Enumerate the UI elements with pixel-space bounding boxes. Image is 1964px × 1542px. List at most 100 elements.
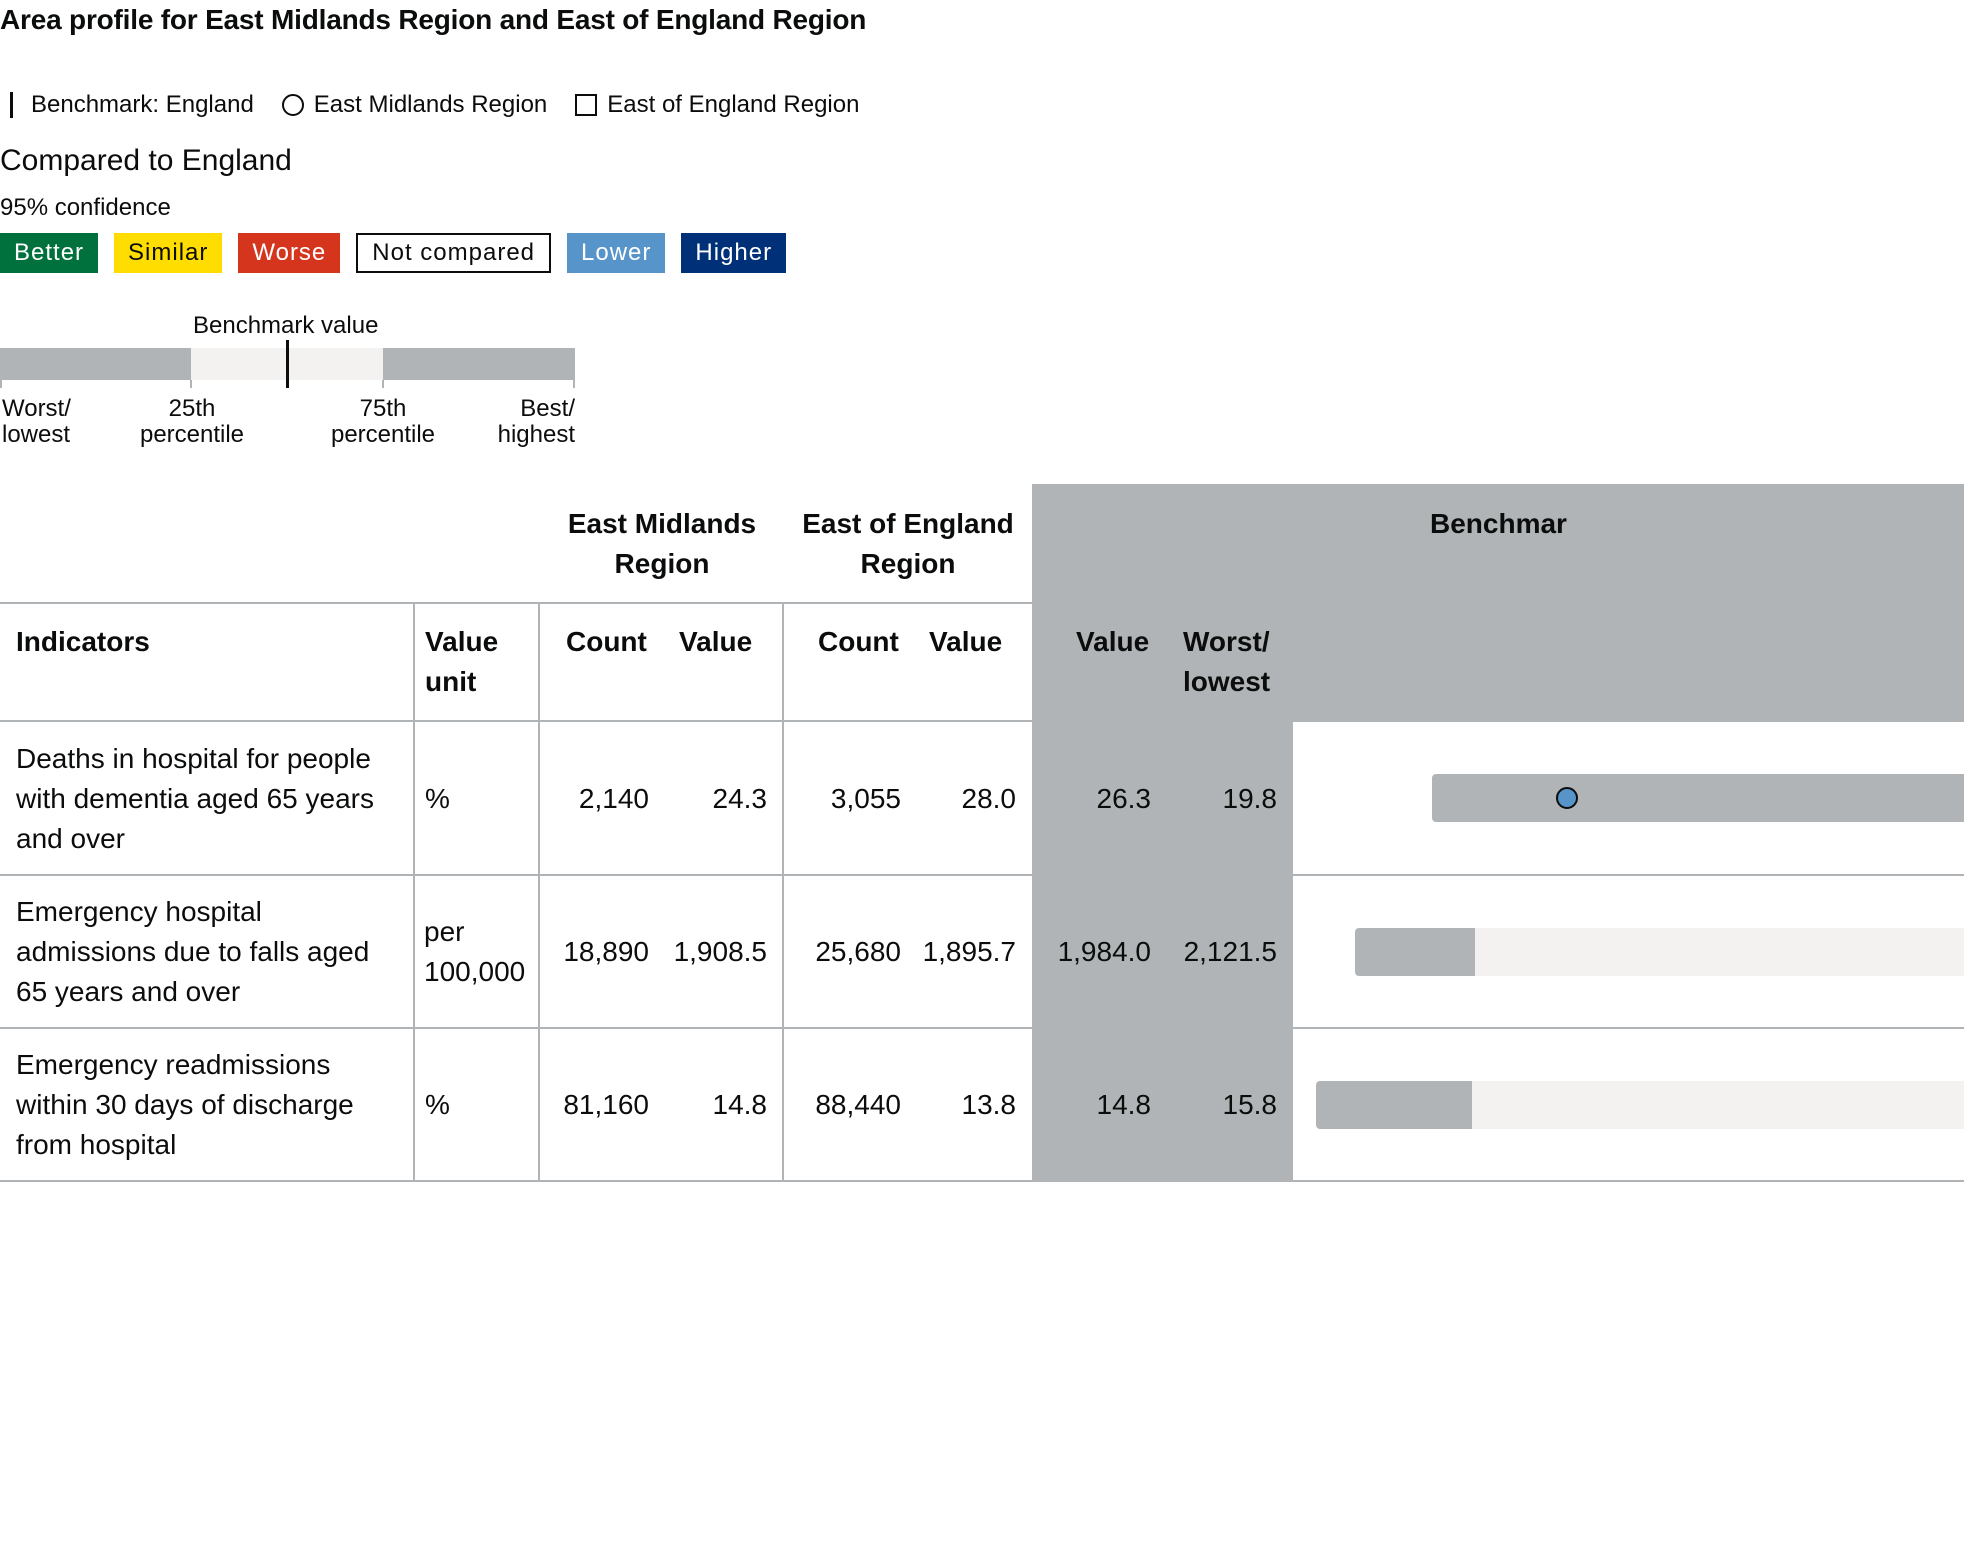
square-marker-icon [575, 94, 598, 116]
value-unit: % [425, 1089, 450, 1120]
group-header-area2: East of England Region [784, 504, 1032, 584]
indicator-name: Deaths in hospital for people with demen… [16, 739, 374, 859]
scale-label-line: Best/ [520, 395, 575, 422]
col-header-value-unit: Value unit [425, 622, 498, 702]
indicator-line: within 30 days of discharge [16, 1089, 354, 1120]
scale-label-line: percentile [139, 421, 245, 448]
table-rule [782, 602, 784, 1182]
benchmark-line-icon [10, 92, 13, 118]
scale-segment-lower [0, 348, 191, 380]
unit-line: per [424, 916, 465, 947]
scale-tick [0, 380, 2, 388]
indicator-line: from hospital [16, 1129, 177, 1160]
benchmark-value: 14.8 [1096, 1089, 1152, 1120]
header-line: Value [425, 626, 499, 657]
area1-count: 81,160 [563, 1089, 649, 1120]
area2-count: 3,055 [830, 783, 901, 814]
group-header-benchmark: Benchmar [1430, 508, 1567, 539]
scale-tick [190, 380, 192, 388]
badge-better: Better [0, 233, 99, 273]
area1-count: 18,890 [563, 936, 649, 967]
scale-label-p25: 25th percentile [136, 396, 248, 448]
compared-heading: Compared to England [0, 144, 292, 177]
scale-label-line: highest [497, 421, 575, 448]
scale-label-worst: Worst/ lowest [2, 396, 71, 448]
confidence-label: 95% confidence [0, 194, 171, 221]
benchmark-value-label: Benchmark value [193, 312, 379, 339]
col-header-benchmark-value: Value [1076, 626, 1150, 657]
indicator-table: East Midlands Region East of England Reg… [0, 484, 1964, 1184]
badge-similar: Similar [114, 233, 223, 273]
worst-lowest-value: 2,121.5 [1183, 936, 1277, 967]
col-header-worst-lowest: Worst/ lowest [1183, 622, 1270, 702]
col-header-area1-value: Value [679, 626, 753, 657]
legend-benchmark: Benchmark: England [31, 91, 254, 118]
legend-area2: East of England Region [607, 91, 860, 118]
value-unit: per 100,000 [424, 912, 525, 992]
benchmark-header-bg [1032, 484, 1964, 722]
scale-label-line: 75th [359, 395, 407, 422]
area1-value: 24.3 [712, 783, 768, 814]
table-rule [0, 874, 1964, 876]
scale-label-line: 25th [168, 395, 216, 422]
spine-chart-bar-middle [1472, 1081, 1964, 1129]
area2-count: 25,680 [815, 936, 901, 967]
table-rule [0, 602, 1032, 604]
scale-label-p75: 75th percentile [327, 396, 439, 448]
spine-chart-bar-lower [1316, 1081, 1472, 1129]
area2-count: 88,440 [815, 1089, 901, 1120]
spine-chart-bar-middle [1475, 928, 1964, 976]
col-header-indicators: Indicators [16, 626, 150, 657]
header-line: Region [614, 548, 710, 579]
scale-segment-upper [383, 348, 575, 380]
indicator-line: and over [16, 823, 125, 854]
col-header-area2-value: Value [929, 626, 1003, 657]
area1-value: 14.8 [712, 1089, 768, 1120]
indicator-line: admissions due to falls aged [16, 936, 370, 967]
area2-value: 1,895.7 [922, 936, 1016, 967]
scale-label-line: Worst/ [2, 395, 71, 422]
area1-value: 1,908.5 [673, 936, 767, 967]
indicator-line: Emergency hospital [16, 896, 262, 927]
area-legend: Benchmark: England East Midlands Region … [0, 88, 859, 122]
indicator-name: Emergency hospital admissions due to fal… [16, 892, 369, 1012]
table-rule [0, 720, 1964, 722]
badge-lower: Lower [567, 233, 666, 273]
header-line: East of England [802, 508, 1014, 539]
table-rule [538, 602, 540, 1182]
benchmark-value: 1,984.0 [1057, 936, 1151, 967]
badge-not-compared: Not compared [356, 233, 552, 273]
scale-label-line: lowest [2, 421, 71, 448]
indicator-line: Emergency readmissions [16, 1049, 331, 1080]
header-line: unit [425, 666, 477, 697]
header-line: lowest [1183, 666, 1271, 697]
worst-lowest-value: 19.8 [1222, 783, 1278, 814]
indicator-line: 65 years and over [16, 976, 241, 1007]
badge-higher: Higher [681, 233, 787, 273]
page-title: Area profile for East Midlands Region an… [0, 4, 867, 35]
header-line: East Midlands [567, 508, 757, 539]
badge-worse: Worse [238, 233, 341, 273]
worst-lowest-value: 15.8 [1222, 1089, 1278, 1120]
area2-value: 28.0 [961, 783, 1017, 814]
area1-circle-marker [1556, 787, 1578, 809]
scale-label-best: Best/ highest [476, 396, 575, 448]
table-rule [0, 1027, 1964, 1029]
col-header-area2-count: Count [818, 626, 899, 657]
circle-marker-icon [281, 94, 304, 116]
benchmark-values-bg [1032, 722, 1293, 1182]
value-unit: % [425, 783, 450, 814]
benchmark-value: 26.3 [1096, 783, 1152, 814]
unit-line: 100,000 [424, 956, 526, 987]
table-rule [413, 602, 415, 1182]
legend-area1: East Midlands Region [313, 91, 548, 118]
indicator-line: Deaths in hospital for people [16, 743, 371, 774]
area1-count: 2,140 [578, 783, 649, 814]
scale-tick [573, 380, 575, 388]
benchmark-scale-key: Benchmark value Worst/ lowest 25th perce… [0, 310, 590, 460]
indicator-name: Emergency readmissions within 30 days of… [16, 1045, 354, 1165]
scale-tick [382, 380, 384, 388]
col-header-area1-count: Count [566, 626, 647, 657]
comparison-key: Better Similar Worse Not compared Lower … [0, 233, 787, 273]
spine-chart-bar [1432, 774, 1964, 822]
